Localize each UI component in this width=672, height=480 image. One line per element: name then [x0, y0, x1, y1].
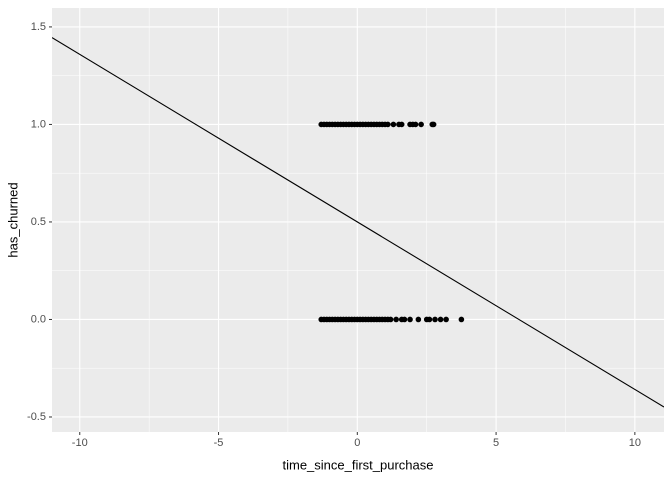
point [387, 316, 394, 323]
point [432, 316, 438, 323]
point [398, 121, 405, 128]
point [437, 316, 444, 323]
y-tick-label: 1.5 [31, 21, 46, 33]
x-tick-label: 10 [629, 437, 641, 449]
point [418, 121, 424, 128]
point [407, 316, 413, 323]
panel-background [52, 8, 664, 432]
y-tick-label: 0.5 [31, 216, 46, 228]
point [412, 121, 419, 128]
fit-line [52, 37, 664, 408]
point [401, 316, 408, 323]
point [385, 121, 391, 128]
point [443, 316, 449, 323]
y-tick-label: 1.0 [31, 118, 46, 130]
point [390, 121, 397, 128]
x-tick-label: 5 [493, 437, 499, 449]
y-tick-label: 0.0 [31, 313, 46, 325]
y-tick-label: -0.5 [27, 411, 46, 423]
point [415, 316, 422, 323]
point [458, 316, 465, 323]
point [426, 316, 433, 323]
point [393, 316, 399, 323]
x-axis-title: time_since_first_purchase [282, 457, 433, 472]
x-tick-label: -10 [72, 437, 88, 449]
x-tick-label: 0 [354, 437, 360, 449]
point [430, 121, 437, 128]
x-tick-label: -5 [214, 437, 224, 449]
y-axis-title: has_churned [5, 182, 20, 257]
